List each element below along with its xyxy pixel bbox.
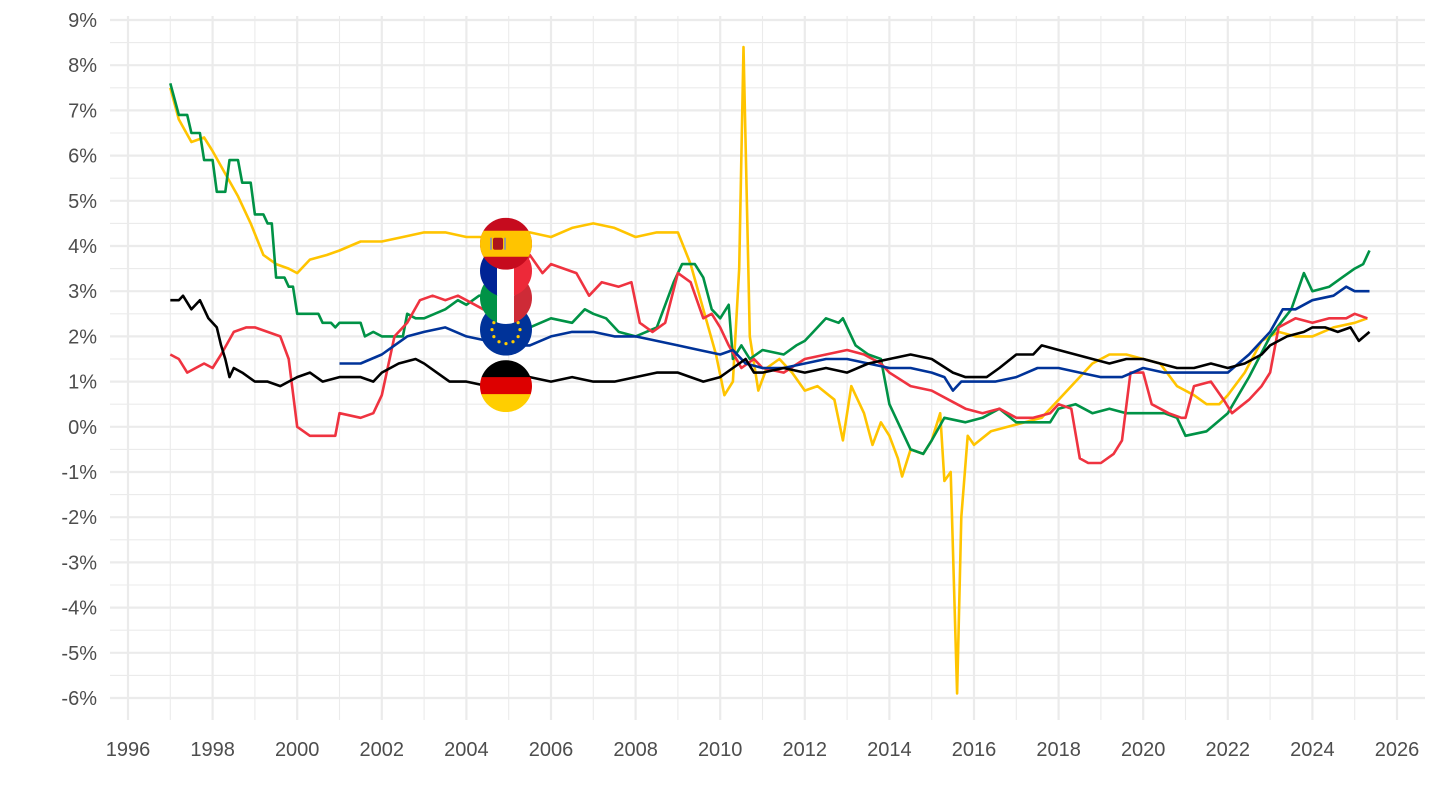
y-tick-label: -1% — [61, 462, 97, 484]
x-tick-label: 2016 — [952, 739, 997, 761]
x-tick-label: 1996 — [106, 739, 151, 761]
y-tick-label: -5% — [61, 643, 97, 665]
germany-flag-icon — [480, 360, 532, 413]
x-tick-label: 2026 — [1375, 739, 1420, 761]
y-tick-label: 3% — [68, 281, 97, 303]
x-axis-labels: 1996 1998 2000 2002 2004 2006 2008 2010 2012 2014… — [106, 739, 1420, 761]
x-tick-label: 2008 — [613, 739, 658, 761]
y-tick-label: 0% — [68, 417, 97, 439]
series-line-spain — [169, 45, 1368, 695]
y-tick-label: -2% — [61, 507, 97, 529]
spain-flag-icon — [480, 217, 532, 270]
y-tick-label: 7% — [68, 100, 97, 122]
y-tick-label: 5% — [68, 191, 97, 213]
x-tick-label: 2012 — [783, 739, 828, 761]
series-line-france — [169, 253, 1368, 465]
y-tick-label: 6% — [68, 146, 97, 168]
series-line-germany — [170, 294, 1371, 388]
y-tick-label: -6% — [61, 688, 97, 710]
y-tick-label: 1% — [68, 372, 97, 394]
x-tick-label: 2010 — [698, 739, 743, 761]
x-tick-label: 2022 — [1206, 739, 1251, 761]
y-tick-label: -3% — [61, 552, 97, 574]
x-tick-label: 1998 — [190, 739, 235, 761]
y-tick-label: -4% — [61, 598, 97, 620]
series-lines — [169, 45, 1371, 695]
x-tick-label: 2002 — [360, 739, 405, 761]
x-tick-label: 2020 — [1121, 739, 1166, 761]
x-tick-label: 2004 — [444, 739, 489, 761]
y-tick-label: 8% — [68, 55, 97, 77]
x-tick-label: 2014 — [867, 739, 912, 761]
x-tick-label: 2006 — [529, 739, 574, 761]
flag-markers — [480, 217, 532, 413]
y-tick-label: 9% — [68, 10, 97, 32]
y-axis-labels: 9% 8% 7% 6% 5% 4% 3% 2% 1% 0% -1% -2% -3% -4% -5% -6% — [61, 10, 97, 710]
series-line-italy — [169, 82, 1371, 456]
x-tick-label: 2018 — [1036, 739, 1081, 761]
y-tick-label: 4% — [68, 236, 97, 258]
x-tick-label: 2000 — [275, 739, 320, 761]
x-tick-label: 2024 — [1290, 739, 1335, 761]
y-tick-label: 2% — [68, 326, 97, 348]
